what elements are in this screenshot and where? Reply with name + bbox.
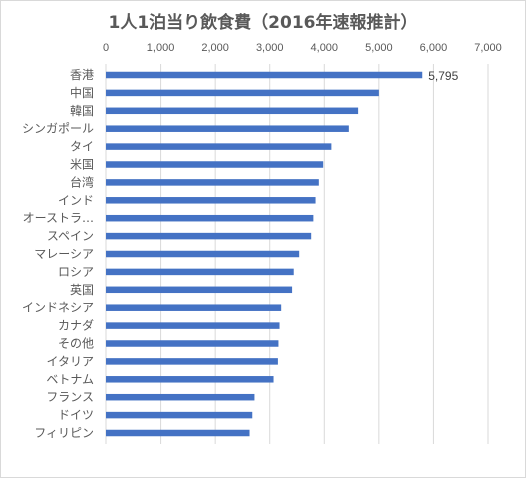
category-label: タイ [70, 140, 94, 154]
x-tick-label: 1,000 [147, 42, 175, 54]
bar [106, 161, 324, 168]
category-label: インド [58, 193, 94, 207]
bar [106, 197, 316, 204]
category-label: シンガポール [22, 122, 94, 136]
bar [106, 125, 349, 132]
bar [106, 376, 274, 383]
bar [106, 304, 282, 311]
category-label: その他 [58, 337, 94, 351]
data-label: 5,795 [428, 69, 458, 83]
bar [106, 429, 250, 437]
x-tick-label: 3,000 [256, 42, 284, 54]
bar [106, 89, 379, 97]
category-label: スペイン [47, 229, 94, 243]
bars [106, 71, 423, 437]
category-label: オーストラ… [23, 211, 94, 225]
category-label: 台湾 [70, 174, 94, 189]
category-label: 香港 [70, 68, 94, 82]
category-label: カナダ [58, 318, 94, 333]
bar [106, 393, 255, 401]
category-label: 英国 [70, 283, 94, 297]
x-tick-label: 2,000 [201, 42, 229, 54]
category-label: ドイツ [58, 408, 94, 422]
chart-title: 1人1泊当り飲食費（2016年速報推計） [108, 13, 418, 33]
category-label: マレーシア [34, 247, 94, 261]
bar [106, 179, 319, 186]
category-label: ロシア [58, 265, 94, 279]
bar [106, 268, 294, 276]
bar [106, 322, 280, 329]
bar [106, 143, 332, 150]
category-label: ベトナム [46, 372, 94, 386]
bar [106, 71, 423, 79]
category-label: フィリピン [34, 426, 94, 440]
bar [106, 358, 278, 365]
x-tick-label: 7,000 [474, 42, 502, 54]
category-label: イタリア [46, 354, 94, 368]
bar [106, 214, 314, 222]
category-label: インドネシア [22, 301, 94, 315]
x-tick-label: 6,000 [420, 42, 448, 54]
category-label: 米国 [70, 158, 94, 172]
bar [106, 340, 279, 347]
category-label: 韓国 [70, 104, 94, 118]
bar [106, 107, 359, 115]
category-label: 中国 [70, 85, 94, 100]
bar [106, 232, 312, 240]
category-label: フランス [46, 390, 94, 404]
x-axis-ticks: 0 1,000 2,000 3,000 4,000 5,000 6,000 7,000 [103, 42, 502, 54]
data-labels: 5,795 [428, 69, 458, 83]
x-tick-label: 0 [103, 42, 109, 54]
bar [106, 411, 253, 419]
x-tick-label: 5,000 [365, 42, 393, 54]
bar [106, 250, 300, 258]
bar [106, 286, 293, 294]
x-tick-label: 4,000 [311, 42, 339, 54]
